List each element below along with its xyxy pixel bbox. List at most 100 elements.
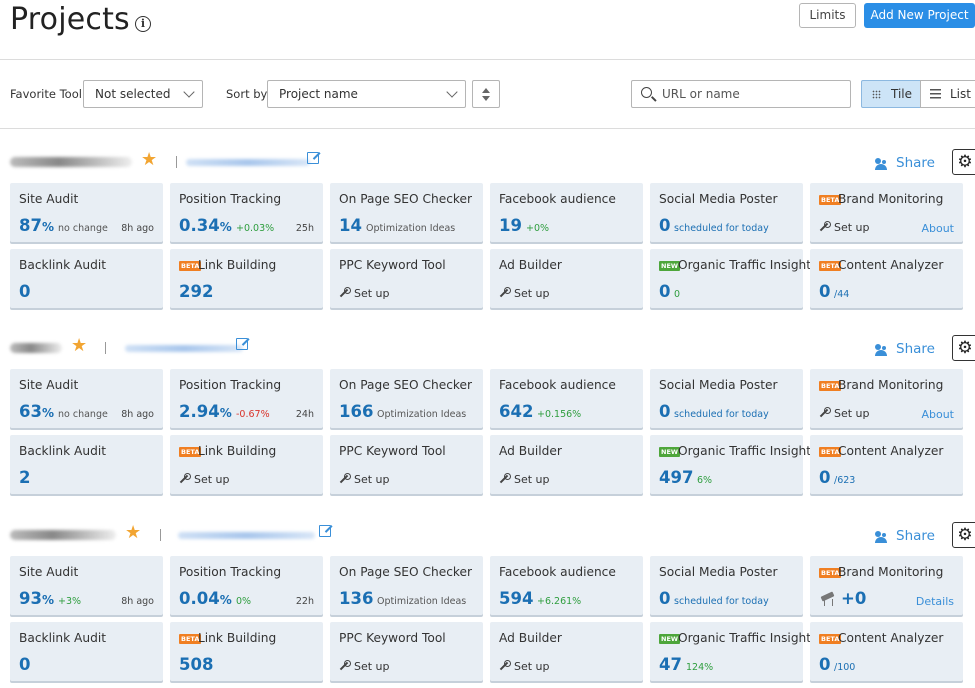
tool-card-facebook-audience[interactable]: Facebook audience 594 +6.261% [490,556,643,615]
tool-card-ad-builder[interactable]: Ad Builder Set up [490,249,643,308]
info-icon[interactable]: i [135,16,151,32]
tool-value: 292 [179,282,213,301]
sort-direction-button[interactable] [472,80,500,108]
star-icon[interactable]: ★ [71,335,88,356]
tool-card-content-analyzer[interactable]: BETA Content Analyzer 0/44 [810,249,963,308]
set-up-link[interactable]: Set up [499,473,550,486]
tool-link-details[interactable]: Details [915,595,954,608]
tool-card-brand-monitoring[interactable]: BETA Brand Monitoring Set up About [810,183,963,242]
set-up-link[interactable]: Set up [499,660,550,673]
grid-icon [872,90,881,99]
tool-title: Position Tracking [179,565,282,579]
set-up-link[interactable]: Set up [339,473,390,486]
tool-card-position-tracking[interactable]: Position Tracking 0.04% 0% 22h [170,556,323,615]
tool-card-on-page-seo-checker[interactable]: On Page SEO Checker 14 Optimization Ideas [330,183,483,242]
set-up-link[interactable]: Set up [819,221,870,234]
project-name-redacted[interactable] [10,157,132,167]
external-link-icon[interactable] [319,525,331,537]
tool-card-content-analyzer[interactable]: BETA Content Analyzer 0/623 [810,435,963,494]
tool-card-brand-monitoring[interactable]: BETA Brand Monitoring Set up About [810,369,963,428]
tool-subtext: Optimization Ideas [377,596,467,607]
tool-card-facebook-audience[interactable]: Facebook audience 19 +0% [490,183,643,242]
add-new-project-button[interactable]: Add New Project [864,3,975,28]
tool-card-link-building[interactable]: BETA Link Building 508 [170,622,323,681]
tool-card-backlink-audit[interactable]: Backlink Audit 2 [10,435,163,494]
tool-value-unit: % [219,593,232,607]
gear-icon[interactable]: ⚙ [952,335,975,361]
tool-card-site-audit[interactable]: Site Audit 87% no change 8h ago [10,183,163,242]
chevron-down-icon [183,86,195,98]
tool-title: Organic Traffic Insights [678,258,818,272]
project-name-redacted[interactable] [10,343,62,353]
set-up-link[interactable]: Set up [499,287,550,300]
view-tile-button[interactable]: Tile [861,80,921,108]
search-input[interactable] [662,84,842,104]
tool-card-ad-builder[interactable]: Ad Builder Set up [490,622,643,681]
tool-subtext: scheduled for today [674,409,769,420]
tool-card-social-media-poster[interactable]: Social Media Poster 0 scheduled for today [650,183,803,242]
star-icon[interactable]: ★ [125,522,142,543]
set-up-link[interactable]: Set up [179,473,230,486]
tool-subtext: no change [58,409,108,420]
tool-card-position-tracking[interactable]: Position Tracking 2.94% -0.67% 24h [170,369,323,428]
wrench-icon [819,407,831,418]
tool-card-on-page-seo-checker[interactable]: On Page SEO Checker 136 Optimization Ideas [330,556,483,615]
tool-subtext: Optimization Ideas [366,223,456,234]
tool-card-organic-traffic-insights[interactable]: NEW Organic Traffic Insights 0 0 [650,249,817,308]
sort-by-select[interactable]: Project name [267,80,466,108]
tool-title: Organic Traffic Insights [678,631,818,645]
tool-card-ppc-keyword-tool[interactable]: PPC Keyword Tool Set up [330,435,483,494]
project-domain-redacted[interactable] [125,345,243,352]
tool-title: Position Tracking [179,378,282,392]
set-up-link[interactable]: Set up [339,287,390,300]
tool-card-link-building[interactable]: BETA Link Building Set up [170,435,323,494]
limits-button[interactable]: Limits [799,3,856,28]
tool-value: 136 [339,589,373,608]
chevron-down-icon [446,86,458,98]
tool-card-link-building[interactable]: BETA Link Building 292 [170,249,323,308]
favorite-tool-select[interactable]: Not selected [83,80,203,108]
view-list-button[interactable]: List [920,80,975,108]
tool-card-site-audit[interactable]: Site Audit 63% no change 8h ago [10,369,163,428]
project-name-redacted[interactable] [10,530,116,540]
tool-card-organic-traffic-insights[interactable]: NEW Organic Traffic Insights 47 124% [650,622,817,681]
gear-icon[interactable]: ⚙ [952,149,975,175]
set-up-link[interactable]: Set up [339,660,390,673]
tool-card-facebook-audience[interactable]: Facebook audience 642 +0.156% [490,369,643,428]
tool-card-social-media-poster[interactable]: Social Media Poster 0 scheduled for today [650,556,803,615]
tool-card-ad-builder[interactable]: Ad Builder Set up [490,435,643,494]
tool-value-number: 0.04 [179,589,220,608]
tool-card-brand-monitoring[interactable]: BETA Brand Monitoring +0 Details [810,556,963,615]
tool-value: 93% [19,589,54,608]
set-up-label: Set up [514,473,550,486]
tool-card-ppc-keyword-tool[interactable]: PPC Keyword Tool Set up [330,622,483,681]
tool-link-about[interactable]: About [921,222,954,235]
gear-icon[interactable]: ⚙ [952,522,975,548]
tool-card-on-page-seo-checker[interactable]: On Page SEO Checker 166 Optimization Ideas [330,369,483,428]
tool-card-backlink-audit[interactable]: Backlink Audit 0 [10,622,163,681]
star-icon[interactable]: ★ [141,149,158,170]
tool-value-number: 14 [339,216,362,235]
tool-card-social-media-poster[interactable]: Social Media Poster 0 scheduled for today [650,369,803,428]
tool-link-about[interactable]: About [921,408,954,421]
tool-card-position-tracking[interactable]: Position Tracking 0.34% +0.03% 25h [170,183,323,242]
divider [160,529,161,541]
wrench-icon [499,473,511,484]
tool-card-site-audit[interactable]: Site Audit 93% +3% 8h ago [10,556,163,615]
tool-card-backlink-audit[interactable]: Backlink Audit 0 [10,249,163,308]
tool-value: 0.34% [179,216,232,235]
tool-value: 0 [659,402,670,421]
tool-value: 497 [659,468,693,487]
tool-title: Ad Builder [499,444,562,458]
external-link-icon[interactable] [236,338,248,350]
project-domain-redacted[interactable] [178,532,315,539]
tool-title: Content Analyzer [838,631,944,645]
tool-card-content-analyzer[interactable]: BETA Content Analyzer 0/100 [810,622,963,681]
tool-card-organic-traffic-insights[interactable]: NEW Organic Traffic Insights 497 6% [650,435,817,494]
external-link-icon[interactable] [307,152,319,164]
project-header: ★ Share ⚙ [0,519,975,555]
tool-card-ppc-keyword-tool[interactable]: PPC Keyword Tool Set up [330,249,483,308]
share-label: Share [896,341,935,357]
project-domain-redacted[interactable] [186,159,310,166]
set-up-link[interactable]: Set up [819,407,870,420]
